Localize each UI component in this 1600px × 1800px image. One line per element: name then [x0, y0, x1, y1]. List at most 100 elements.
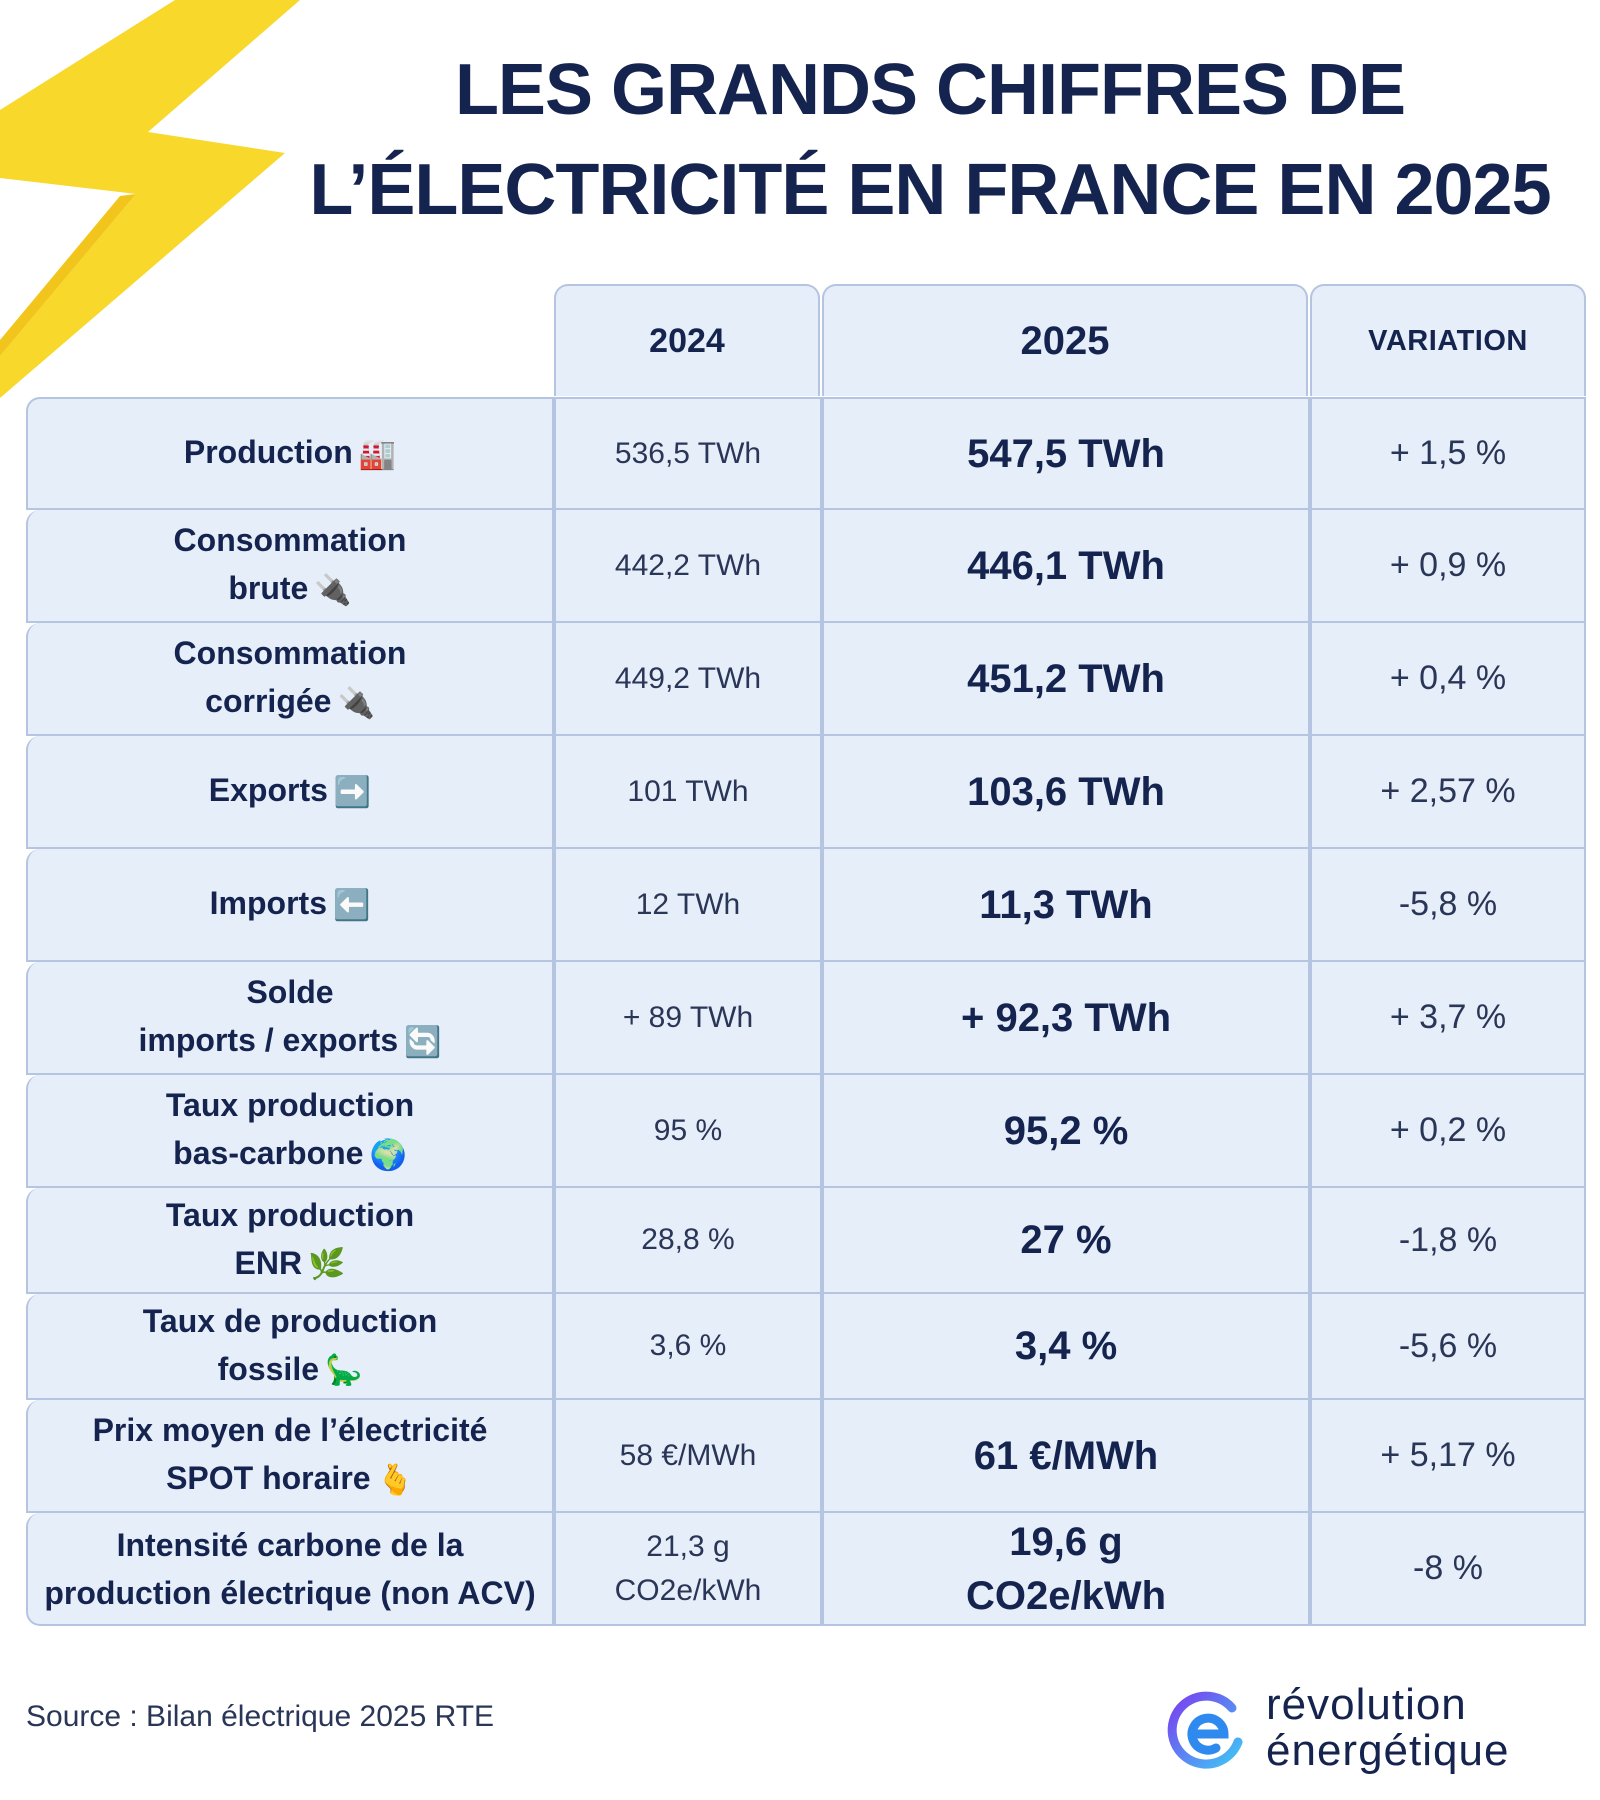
dinosaur-icon: 🦕	[325, 1354, 363, 1388]
row-label-line2: production électrique (non ACV)	[44, 1574, 536, 1611]
plug-icon: 🔌	[314, 573, 352, 607]
value-2025: 451,2 TWh	[822, 623, 1310, 736]
row-label: Consommation corrigée 🔌	[26, 623, 554, 736]
right-arrow-icon: ➡️	[333, 775, 372, 809]
value-2024: 21,3 g CO2e/kWh	[554, 1513, 822, 1626]
row-label: Taux production bas-carbone 🌍	[26, 1075, 554, 1188]
row-label: Production 🏭	[26, 397, 554, 510]
table-header: 2024 2025 VARIATION	[554, 284, 1586, 397]
variation-value: + 0,4 %	[1310, 623, 1586, 736]
value-2024-line1: 21,3 g	[646, 1529, 730, 1563]
table-row: Exports ➡️ 101 TWh 103,6 TWh + 2,57 %	[26, 736, 1586, 849]
table-row: Taux de production fossile 🦕 3,6 % 3,4 % -…	[26, 1294, 1586, 1400]
plug-icon: 🔌	[337, 686, 375, 720]
lightning-bolt-icon	[0, 0, 300, 398]
row-label-line2: brute	[228, 570, 309, 607]
table-row: Taux production ENR 🌿 28,8 % 27 % -1,8 %	[26, 1188, 1586, 1294]
table-row: Imports ⬅️ 12 TWh 11,3 TWh -5,8 %	[26, 849, 1586, 962]
row-label-line1: Production	[183, 434, 353, 471]
brand-name: révolution énergétique	[1266, 1682, 1509, 1774]
row-label-line1: Taux production	[165, 1087, 415, 1124]
variation-value: -5,8 %	[1310, 849, 1586, 962]
value-2025: 547,5 TWh	[822, 397, 1310, 510]
variation-value: + 0,9 %	[1310, 510, 1586, 623]
row-label-line1: Solde	[246, 974, 334, 1011]
value-2025: 11,3 TWh	[822, 849, 1310, 962]
header-2025: 2025	[822, 284, 1308, 396]
brand-logo-icon	[1167, 1691, 1243, 1769]
row-label-line1: Exports	[208, 772, 328, 809]
value-2024: 536,5 TWh	[554, 397, 822, 510]
globe-icon: 🌍	[369, 1138, 407, 1172]
header-2024: 2024	[554, 284, 820, 396]
value-2025: 27 %	[822, 1188, 1310, 1294]
row-label-line2: ENR	[234, 1244, 303, 1281]
value-2024-line2: CO2e/kWh	[614, 1573, 762, 1607]
source-note: Source : Bilan électrique 2025 RTE	[26, 1700, 495, 1733]
value-2024: 442,2 TWh	[554, 510, 822, 623]
money-hand-icon: 🫰	[376, 1463, 414, 1497]
variation-value: + 5,17 %	[1310, 1400, 1586, 1513]
row-label-line2: SPOT horaire	[166, 1460, 371, 1497]
row-label-line1: Imports	[209, 885, 327, 922]
row-label-line1: Consommation	[173, 635, 407, 672]
row-label-line1: Prix moyen de l’électricité	[92, 1412, 488, 1449]
variation-value: + 1,5 %	[1310, 397, 1586, 510]
table-row: Taux production bas-carbone 🌍 95 % 95,2 % …	[26, 1075, 1586, 1188]
value-2025: 103,6 TWh	[822, 736, 1310, 849]
value-2024: 28,8 %	[554, 1188, 822, 1294]
value-2025: + 92,3 TWh	[822, 962, 1310, 1075]
value-2024: 101 TWh	[554, 736, 822, 849]
row-label-line1: Taux de production	[142, 1302, 438, 1339]
variation-value: -5,6 %	[1310, 1294, 1586, 1400]
value-2025: 61 €/MWh	[822, 1400, 1310, 1513]
variation-value: -8 %	[1310, 1513, 1586, 1626]
row-label-line2: bas-carbone	[173, 1135, 364, 1172]
value-2024: + 89 TWh	[554, 962, 822, 1075]
title-line-1: LES GRANDS CHIFFRES DE	[454, 50, 1406, 130]
row-label: Prix moyen de l’électricité SPOT horaire 🫰	[26, 1400, 554, 1513]
brand-logo: révolution énergétique	[1166, 1682, 1566, 1782]
value-2024: 95 %	[554, 1075, 822, 1188]
title-line-2: L’ÉLECTRICITÉ EN FRANCE EN 2025	[309, 150, 1551, 230]
variation-value: + 0,2 %	[1310, 1075, 1586, 1188]
row-label: Taux de production fossile 🦕	[26, 1294, 554, 1400]
row-label-line1: Consommation	[173, 522, 407, 559]
row-label-line2: fossile	[217, 1350, 319, 1387]
row-label: Taux production ENR 🌿	[26, 1188, 554, 1294]
value-2025-line1: 19,6 g	[1009, 1519, 1123, 1564]
table-row: Consommation corrigée 🔌 449,2 TWh 451,2 TW…	[26, 623, 1586, 736]
brand-name-line1: révolution	[1266, 1680, 1467, 1729]
page-title: LES GRANDS CHIFFRES DE L’ÉLECTRICITÉ EN …	[300, 40, 1560, 240]
value-2024: 3,6 %	[554, 1294, 822, 1400]
row-label: Intensité carbone de la production électr…	[26, 1513, 554, 1626]
value-2025: 3,4 %	[822, 1294, 1310, 1400]
row-label: Imports ⬅️	[26, 849, 554, 962]
row-label: Consommation brute 🔌	[26, 510, 554, 623]
left-arrow-icon: ⬅️	[332, 888, 371, 922]
value-2024: 58 €/MWh	[554, 1400, 822, 1513]
row-label: Solde imports / exports 🔄	[26, 962, 554, 1075]
variation-value: + 2,57 %	[1310, 736, 1586, 849]
value-2025: 95,2 %	[822, 1075, 1310, 1188]
value-2025: 19,6 g CO2e/kWh	[822, 1513, 1310, 1626]
row-label-line1: Intensité carbone de la	[116, 1526, 464, 1563]
value-2025-line2: CO2e/kWh	[965, 1573, 1167, 1618]
value-2024: 449,2 TWh	[554, 623, 822, 736]
brand-name-line2: énergétique	[1266, 1726, 1510, 1775]
header-variation: VARIATION	[1310, 284, 1586, 396]
herb-icon: 🌿	[308, 1248, 346, 1282]
table-row: Solde imports / exports 🔄 + 89 TWh + 92,3 …	[26, 962, 1586, 1075]
variation-value: + 3,7 %	[1310, 962, 1586, 1075]
table-row: Production 🏭 536,5 TWh 547,5 TWh + 1,5 %	[26, 397, 1586, 510]
table-row: Prix moyen de l’électricité SPOT horaire 🫰…	[26, 1400, 1586, 1513]
row-label-line1: Taux production	[165, 1196, 415, 1233]
table-row: Intensité carbone de la production électr…	[26, 1513, 1586, 1626]
table-row: Consommation brute 🔌 442,2 TWh 446,1 TWh +…	[26, 510, 1586, 623]
factory-icon: 🏭	[358, 437, 397, 471]
variation-value: -1,8 %	[1310, 1188, 1586, 1294]
value-2025: 446,1 TWh	[822, 510, 1310, 623]
value-2024: 12 TWh	[554, 849, 822, 962]
row-label: Exports ➡️	[26, 736, 554, 849]
refresh-icon: 🔄	[404, 1025, 442, 1059]
